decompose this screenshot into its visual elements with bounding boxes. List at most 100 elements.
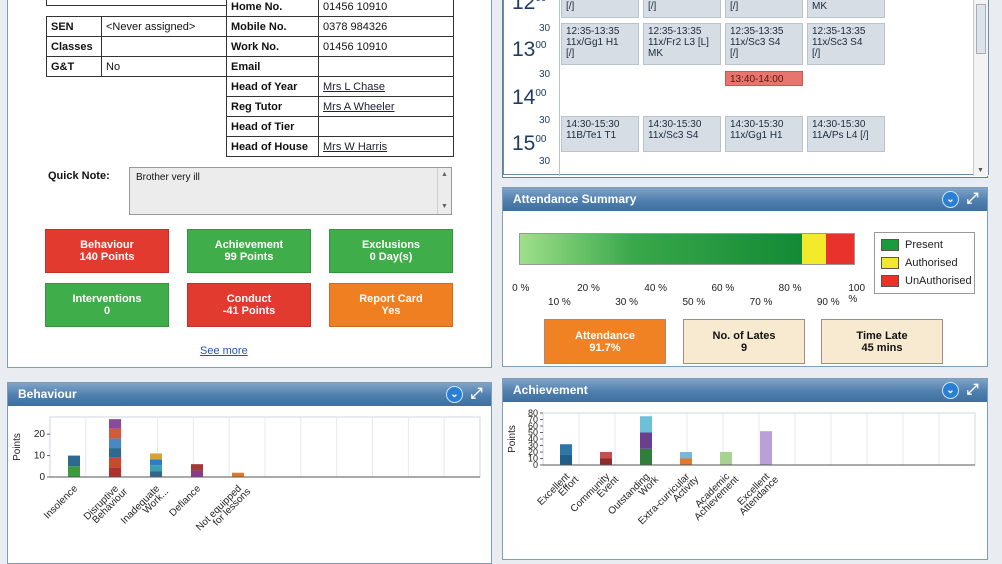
- y-axis-label: Points: [12, 433, 23, 461]
- collapse-icon[interactable]: ⌄: [942, 382, 959, 399]
- expand-icon[interactable]: ⤢: [470, 385, 483, 402]
- contact-label: Work No.: [226, 36, 319, 57]
- contact-row: Head of Tier: [226, 116, 454, 137]
- student-info-table: SEN <Never assigned> Classes G&T No: [46, 16, 227, 77]
- lesson-cell[interactable]: 14:30-15:30 11x/Gg1 H1: [725, 116, 803, 152]
- tile-value: -41 Points: [222, 305, 276, 317]
- bar-segment: [150, 465, 162, 472]
- y-axis-label: Points: [507, 425, 518, 453]
- panel-title: Attendance Summary: [513, 192, 637, 206]
- lesson-cell[interactable]: 12:35-13:35 11x/Gg1 H1 [/]: [561, 23, 639, 65]
- bar-segment: [68, 466, 80, 477]
- contact-table: Home No. 01456 10910 Mobile No. 0378 98432…: [226, 0, 454, 157]
- scroll-down-icon[interactable]: ▼: [441, 203, 448, 210]
- interventions-tile[interactable]: Interventions 0: [45, 283, 169, 327]
- timetable-panel: 1200 30 1300 30 1400 30 1500 30 [/] [/] …: [502, 0, 989, 178]
- tile-title: Report Card: [359, 293, 423, 305]
- lesson-cell[interactable]: 12:35-13:35 11x/Sc3 S4 [/]: [725, 23, 803, 65]
- legend-swatch: [881, 257, 899, 269]
- expand-icon[interactable]: ⤢: [966, 190, 979, 207]
- bar[interactable]: [680, 452, 692, 465]
- reg-tutor-link[interactable]: Mrs A Wheeler: [323, 100, 395, 113]
- attendance-bar: [519, 233, 855, 265]
- bar[interactable]: [191, 464, 203, 477]
- lates-box[interactable]: No. of Lates 9: [683, 319, 805, 364]
- contact-row: Email: [226, 56, 454, 77]
- legend-swatch: [881, 239, 899, 251]
- contact-row: Reg Tutor Mrs A Wheeler: [226, 96, 454, 117]
- legend-item: UnAuthorised: [881, 275, 972, 287]
- bar-segment: [109, 419, 121, 429]
- panel-title: Behaviour: [18, 387, 77, 401]
- bar[interactable]: [68, 455, 80, 477]
- collapse-icon[interactable]: ⌄: [446, 386, 463, 403]
- contact-row: Mobile No. 0378 984326: [226, 16, 454, 37]
- bar-segment: [600, 452, 612, 459]
- authorised-segment: [802, 234, 826, 264]
- student-details-panel: SEN <Never assigned> Classes G&T No Home N…: [7, 0, 492, 368]
- contact-label: Head of Tier: [226, 116, 319, 137]
- info-value: <Never assigned>: [101, 16, 227, 37]
- contact-label: Mobile No.: [226, 16, 319, 37]
- bar[interactable]: [760, 431, 772, 465]
- axis-tick-label: 80 %: [778, 283, 802, 294]
- hour-label: 1200: [512, 0, 546, 14]
- report-card-tile[interactable]: Report Card Yes: [329, 283, 453, 327]
- bar[interactable]: [600, 452, 612, 465]
- see-more-link[interactable]: See more: [200, 345, 248, 357]
- lesson-cell[interactable]: MK: [807, 0, 885, 18]
- bar-segment: [109, 438, 121, 449]
- axis-tick-label: 0 %: [512, 283, 530, 294]
- lesson-cell-highlight[interactable]: 13:40-14:00: [725, 71, 803, 86]
- info-row-gt: G&T No: [46, 56, 227, 77]
- head-of-house-link[interactable]: Mrs W Harris: [323, 140, 388, 153]
- axis-tick-label: 20 %: [577, 283, 600, 294]
- expand-icon[interactable]: ⤢: [966, 381, 979, 398]
- achievement-title-bar: Achievement ⌄ ⤢: [503, 379, 987, 402]
- timetable-scrollbar[interactable]: ▼: [973, 0, 988, 176]
- y-tick-label: 50: [528, 428, 538, 438]
- lesson-cell[interactable]: [/]: [643, 0, 721, 18]
- tile-value: 0 Day(s): [369, 251, 413, 263]
- bar[interactable]: [150, 453, 162, 477]
- achievement-tile[interactable]: Achievement 99 Points: [187, 229, 311, 273]
- behaviour-tile[interactable]: Behaviour 140 Points: [45, 229, 169, 273]
- scroll-up-icon[interactable]: ▲: [441, 171, 448, 178]
- bar-segment: [640, 432, 652, 449]
- conduct-tile[interactable]: Conduct -41 Points: [187, 283, 311, 327]
- lesson-cell[interactable]: 14:30-15:30 11B/Te1 T1: [561, 116, 639, 152]
- attendance-box[interactable]: Attendance 91.7%: [544, 319, 666, 364]
- contact-label: Reg Tutor: [226, 96, 319, 117]
- bar[interactable]: [720, 452, 732, 465]
- head-of-year-link[interactable]: Mrs L Chase: [323, 80, 385, 93]
- bar[interactable]: [640, 416, 652, 465]
- bar-segment: [109, 428, 121, 439]
- collapse-icon[interactable]: ⌄: [942, 191, 959, 208]
- lesson-cell[interactable]: 14:30-15:30 11A/Ps L4 [/]: [807, 116, 885, 152]
- present-segment: [520, 234, 803, 264]
- axis-tick-label: 10 %: [548, 297, 571, 308]
- time-late-box[interactable]: Time Late 45 mins: [821, 319, 943, 364]
- unauthorised-segment: [825, 234, 854, 264]
- scrollbar-thumb[interactable]: [976, 4, 986, 54]
- lesson-cell[interactable]: 14:30-15:30 11x/Sc3 S4: [643, 116, 721, 152]
- lesson-cell[interactable]: 12:35-13:35 11x/Sc3 S4 [/]: [807, 23, 885, 65]
- tile-title: Interventions: [72, 293, 142, 305]
- attendance-axis: 0 % 20 % 40 % 60 % 80 % 100 % 10 % 30 % 50 % 70 %…: [512, 283, 865, 313]
- bar[interactable]: [232, 472, 244, 477]
- exclusions-tile[interactable]: Exclusions 0 Day(s): [329, 229, 453, 273]
- scroll-down-icon[interactable]: ▼: [977, 167, 984, 174]
- lesson-cell[interactable]: [/]: [561, 0, 639, 18]
- contact-label: Head of Year: [226, 76, 319, 97]
- bar[interactable]: [560, 444, 572, 465]
- lesson-cell[interactable]: [/]: [725, 0, 803, 18]
- quick-note-scrollbar[interactable]: ▲ ▼: [437, 168, 451, 214]
- quick-note-box[interactable]: Brother very ill ▲ ▼: [129, 167, 452, 215]
- lesson-cell[interactable]: 12:35-13:35 11x/Fr2 L3 [L] MK: [643, 23, 721, 65]
- contact-value: [318, 56, 454, 77]
- axis-tick-label: 90 %: [816, 297, 840, 308]
- bar[interactable]: [109, 419, 121, 477]
- bar-segment: [680, 458, 692, 465]
- tile-title: Conduct: [226, 293, 272, 305]
- contact-row: Work No. 01456 10910: [226, 36, 454, 57]
